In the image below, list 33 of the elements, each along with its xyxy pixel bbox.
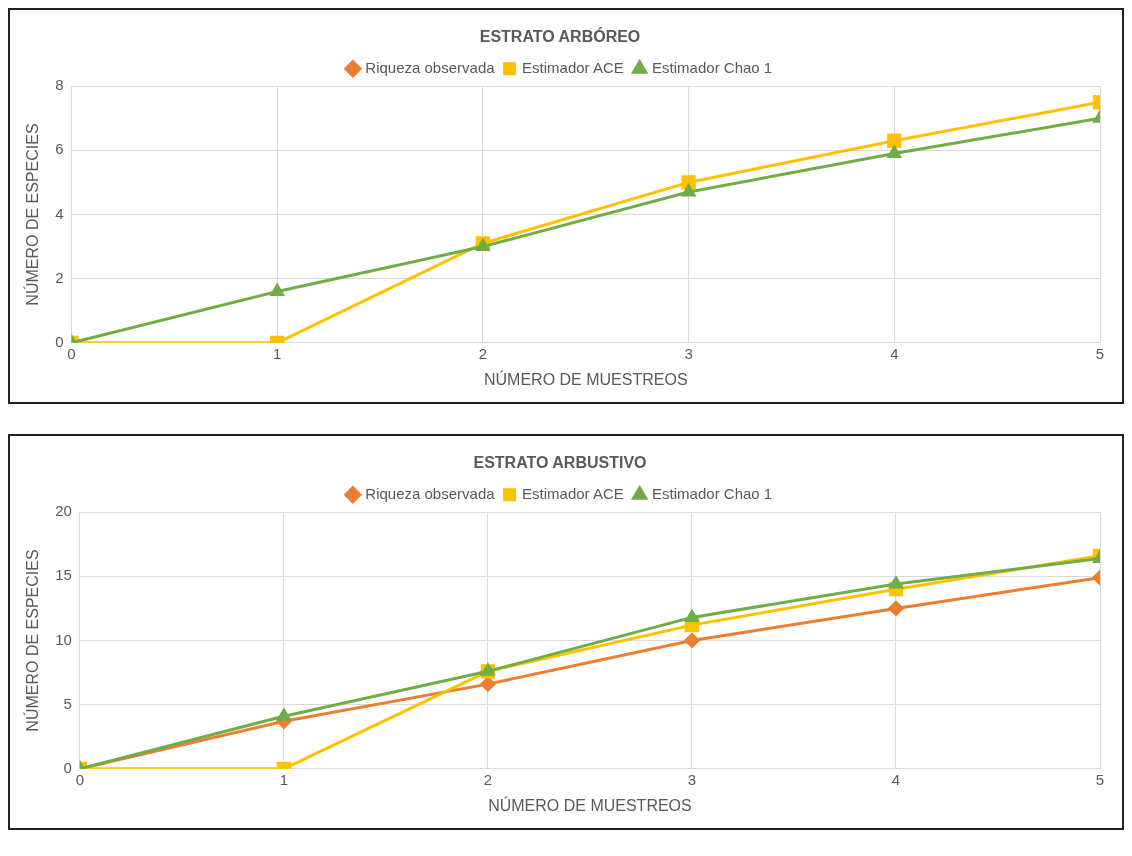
y-tick-label: 4	[55, 204, 64, 222]
y-tick-label: 6	[55, 140, 64, 158]
x-tick-label: 3	[687, 770, 697, 788]
x-tick-label: 2	[478, 344, 488, 362]
legend-label: Estimador ACE	[522, 484, 624, 502]
x-tick-label: 0	[75, 770, 85, 788]
x-tick-label: 2	[483, 770, 493, 788]
x-tick-label: 1	[279, 770, 289, 788]
y-tick-label: 10	[55, 630, 72, 648]
x-tick-label: 5	[1095, 344, 1105, 362]
x-tick-label: 4	[891, 770, 901, 788]
y-tick-label: 0	[55, 332, 64, 350]
y-axis-title: NÚMERO DE ESPECIES	[23, 123, 42, 306]
x-tick-label: 4	[890, 344, 899, 362]
y-tick-label: 20	[55, 502, 72, 520]
legend-label: Estimador Chao 1	[652, 58, 773, 76]
legend-label: Estimador ACE	[522, 58, 624, 76]
y-tick-label: 0	[63, 758, 72, 776]
x-axis-title: NÚMERO DE MUESTREOS	[488, 795, 692, 814]
chart-title: ESTRATO ARBUSTIVO	[473, 454, 647, 472]
y-axis-title: NÚMERO DE ESPECIES	[23, 549, 42, 732]
y-tick-label: 15	[55, 566, 72, 584]
legend-label: Estimador Chao 1	[652, 484, 773, 502]
chart-title: ESTRATO ARBÓREO	[479, 27, 641, 46]
y-tick-label: 2	[55, 268, 64, 286]
legend-label: Riqueza observada	[365, 484, 496, 502]
legend-label: Riqueza observada	[365, 58, 496, 76]
x-tick-label: 3	[684, 344, 693, 362]
x-tick-label: 5	[1095, 770, 1105, 788]
x-axis-title: NÚMERO DE MUESTREOS	[483, 369, 688, 388]
y-tick-label: 8	[55, 76, 64, 94]
x-tick-label: 1	[273, 344, 282, 362]
y-tick-label: 5	[63, 694, 72, 712]
